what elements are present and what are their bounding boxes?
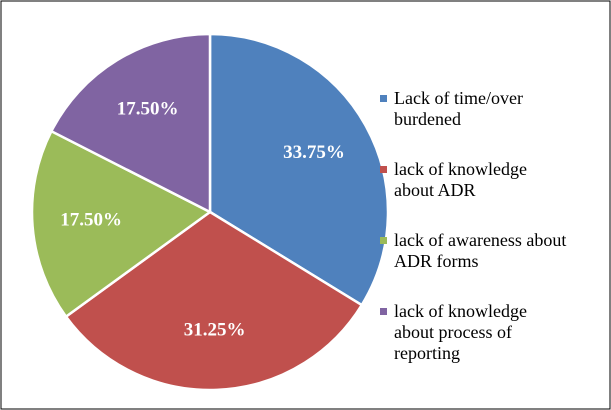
legend-swatch: [380, 237, 387, 244]
legend-label: lack of knowledge about ADR: [394, 159, 527, 200]
pie-slice: [208, 32, 390, 307]
data-label: 33.75%: [283, 142, 345, 163]
legend-label: lack of knowledge about process of repor…: [394, 301, 527, 363]
legend-swatch: [380, 166, 387, 173]
legend-label: lack of awareness about ADR forms: [394, 230, 567, 271]
legend-item: lack of awareness about ADR forms: [380, 230, 595, 301]
pie-slice: [30, 129, 213, 319]
pie-slice: [49, 32, 212, 215]
legend-item: lack of knowledge about ADR: [380, 159, 595, 230]
legend-swatch: [380, 308, 387, 315]
data-label: 17.50%: [60, 210, 122, 231]
data-label: 31.25%: [184, 320, 246, 341]
data-label: 17.50%: [117, 99, 179, 120]
legend-item: lack of knowledge about process of repor…: [380, 301, 595, 372]
pie-slice: [64, 210, 364, 392]
legend-item: Lack of time/over burdened: [380, 88, 595, 159]
legend-label: Lack of time/over burdened: [394, 88, 523, 129]
legend-swatch: [380, 95, 387, 102]
legend: Lack of time/over burdened lack of knowle…: [380, 88, 595, 372]
